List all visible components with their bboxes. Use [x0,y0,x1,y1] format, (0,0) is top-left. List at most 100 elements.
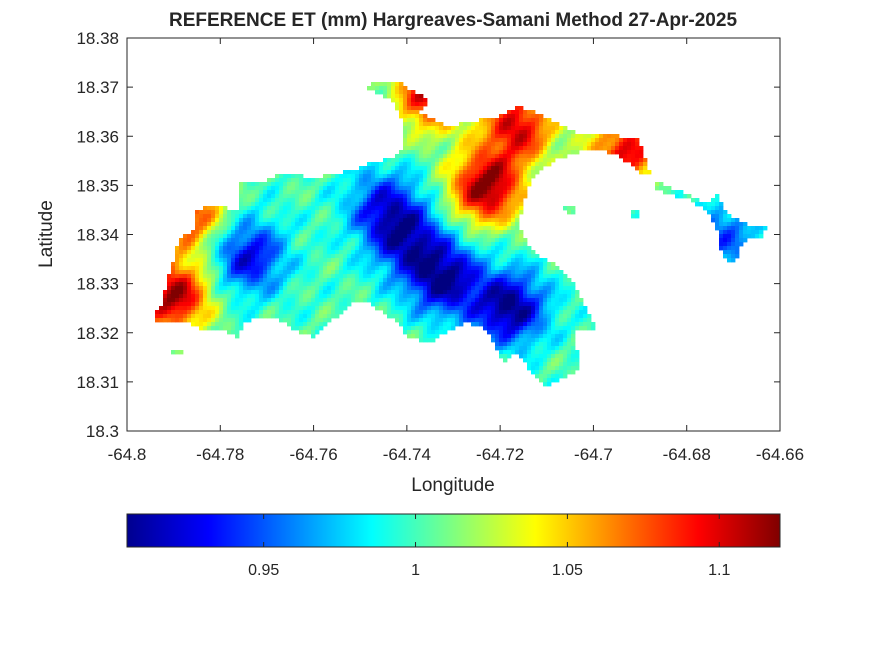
heatmap-cell [347,282,352,287]
heatmap-cell [487,226,492,231]
heatmap-cell [519,262,524,267]
heatmap-cell [539,130,544,135]
heatmap-cell [279,214,284,219]
heatmap-cell [287,214,292,219]
heatmap-cell [355,278,360,283]
heatmap-cell [427,298,432,303]
heatmap-cell [447,290,452,295]
heatmap-cell [371,250,376,255]
heatmap-cell [327,230,332,235]
heatmap-cell [535,370,540,375]
heatmap-cell [551,314,556,319]
heatmap-cell [459,182,464,187]
heatmap-cell [419,274,424,279]
heatmap-cell [515,246,520,251]
heatmap-cell [387,194,392,199]
heatmap-cell [295,178,300,183]
heatmap-cell [171,310,176,315]
heatmap-cell [427,206,432,211]
heatmap-cell [739,230,744,235]
heatmap-cell [635,214,640,219]
heatmap-cell [191,290,196,295]
heatmap-cell [439,282,444,287]
heatmap-cell [427,122,432,127]
heatmap-cell [455,286,460,291]
heatmap-cell [395,174,400,179]
heatmap-cell [531,170,536,175]
heatmap-cell [455,258,460,263]
heatmap-cell [555,346,560,351]
heatmap-cell [447,166,452,171]
heatmap-cell [343,262,348,267]
heatmap-cell [303,178,308,183]
heatmap-cell [367,86,372,91]
heatmap-cell [463,234,468,239]
heatmap-cell [343,254,348,259]
heatmap-cell [211,266,216,271]
heatmap-cell [319,186,324,191]
heatmap-cell [167,302,172,307]
heatmap-cell [587,146,592,151]
heatmap-cell [307,238,312,243]
heatmap-cell [491,194,496,199]
heatmap-cell [555,374,560,379]
heatmap-cell [303,242,308,247]
heatmap-cell [347,174,352,179]
heatmap-cell [387,94,392,99]
heatmap-cell [683,194,688,199]
heatmap-cell [215,206,220,211]
heatmap-cell [183,258,188,263]
heatmap-cell [383,266,388,271]
heatmap-cell [503,326,508,331]
heatmap-cell [395,246,400,251]
heatmap-cell [491,270,496,275]
heatmap-cell [495,162,500,167]
heatmap-cell [563,318,568,323]
heatmap-cell [279,250,284,255]
heatmap-cell [483,178,488,183]
heatmap-cell [679,190,684,195]
heatmap-cell [275,254,280,259]
heatmap-cell [571,322,576,327]
heatmap-cell [267,202,272,207]
heatmap-cell [199,278,204,283]
heatmap-cell [471,222,476,227]
heatmap-cell [331,290,336,295]
heatmap-cell [635,154,640,159]
heatmap-cell [343,234,348,239]
heatmap-cell [427,314,432,319]
heatmap-cell [427,262,432,267]
heatmap-cell [315,222,320,227]
heatmap-cell [731,238,736,243]
heatmap-cell [671,190,676,195]
heatmap-cell [403,254,408,259]
heatmap-cell [687,194,692,199]
heatmap-cell [547,282,552,287]
heatmap-cell [323,198,328,203]
heatmap-cell [279,306,284,311]
heatmap-cell [523,322,528,327]
heatmap-cell [543,270,548,275]
heatmap-cell [483,154,488,159]
heatmap-cell [243,318,248,323]
heatmap-cell [343,202,348,207]
heatmap-cell [283,262,288,267]
heatmap-cell [443,290,448,295]
heatmap-cell [319,234,324,239]
heatmap-cell [419,294,424,299]
heatmap-cell [427,294,432,299]
heatmap-cell [319,286,324,291]
heatmap-cell [371,262,376,267]
heatmap-cell [415,178,420,183]
heatmap-cell [371,182,376,187]
heatmap-cell [563,374,568,379]
heatmap-cell [527,138,532,143]
heatmap-cell [387,86,392,91]
heatmap-cell [567,314,572,319]
heatmap-cell [275,262,280,267]
heatmap-cell [199,274,204,279]
heatmap-cell [519,350,524,355]
heatmap-cell [511,166,516,171]
heatmap-cell [535,318,540,323]
heatmap-cell [555,318,560,323]
